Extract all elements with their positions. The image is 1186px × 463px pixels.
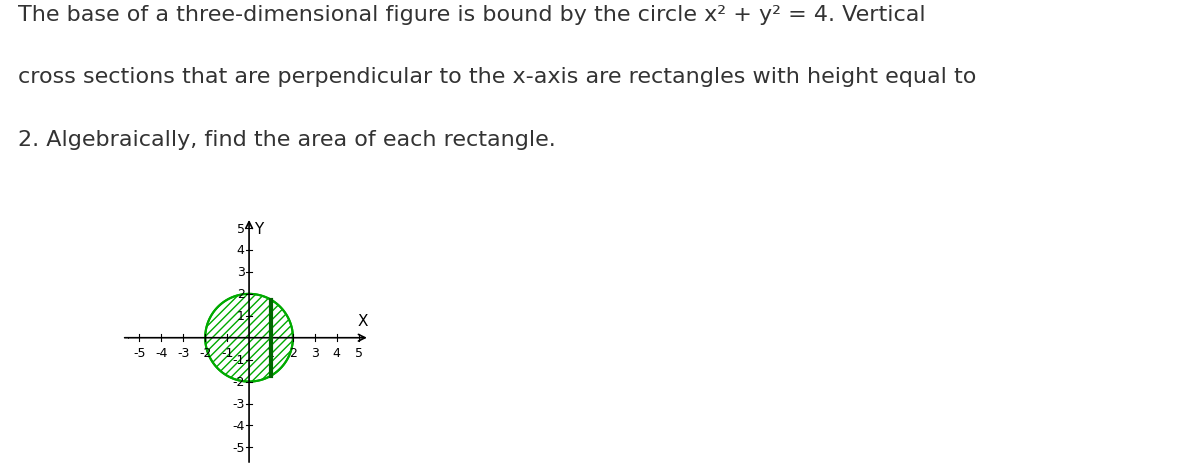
Text: 3: 3 [311, 347, 319, 360]
Text: -1: -1 [221, 347, 234, 360]
Text: cross sections that are perpendicular to the x-axis are rectangles with height e: cross sections that are perpendicular to… [18, 67, 976, 87]
Text: -5: -5 [232, 441, 244, 454]
Text: 1: 1 [267, 347, 275, 360]
Text: Y: Y [255, 222, 263, 237]
Text: 1: 1 [237, 310, 244, 323]
Text: -2: -2 [199, 347, 211, 360]
Text: 3: 3 [237, 266, 244, 279]
Text: 5: 5 [355, 347, 363, 360]
Text: -3: -3 [177, 347, 190, 360]
Text: -5: -5 [133, 347, 146, 360]
Text: 4: 4 [333, 347, 340, 360]
Text: 5: 5 [237, 222, 244, 235]
Text: -2: -2 [232, 375, 244, 388]
Text: 2. Algebraically, find the area of each rectangle.: 2. Algebraically, find the area of each … [18, 130, 555, 150]
Text: X: X [358, 313, 369, 328]
Text: The base of a three-dimensional figure is bound by the circle x² + y² = 4. Verti: The base of a three-dimensional figure i… [18, 5, 925, 25]
Text: -1: -1 [232, 353, 244, 366]
Text: 2: 2 [289, 347, 296, 360]
Text: 2: 2 [237, 288, 244, 300]
Text: -3: -3 [232, 397, 244, 410]
Text: -4: -4 [155, 347, 167, 360]
Text: 4: 4 [237, 244, 244, 257]
Text: -4: -4 [232, 419, 244, 432]
